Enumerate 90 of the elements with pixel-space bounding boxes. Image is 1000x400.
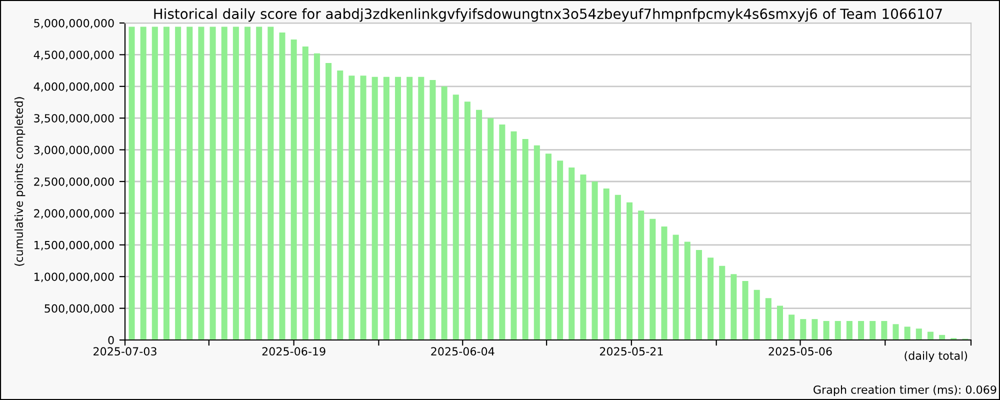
bar [916, 328, 922, 340]
bar [765, 298, 772, 340]
bar [430, 80, 436, 340]
bar [175, 26, 182, 340]
bar [858, 320, 864, 340]
bar [406, 76, 413, 340]
bar [638, 210, 644, 340]
bar [326, 62, 332, 340]
y-tick-label: 3,500,000,000 [34, 114, 114, 124]
bar [812, 319, 818, 340]
bar [580, 174, 586, 340]
bar [186, 26, 193, 340]
bar [568, 168, 575, 340]
bar [592, 182, 598, 340]
bar [892, 324, 899, 340]
bar [476, 110, 482, 340]
bar [163, 26, 170, 340]
bar [510, 131, 517, 340]
bar [788, 314, 795, 340]
y-axis-title: (cumulative points completed) [14, 97, 26, 266]
bar [302, 46, 308, 340]
bar [268, 26, 274, 340]
bar [210, 26, 216, 340]
bar [152, 26, 158, 340]
x-tick-label: 2025-06-04 [431, 347, 494, 356]
text: Graph creation timer (ms): 0.069 [814, 385, 996, 396]
bar [650, 218, 656, 340]
bar [198, 26, 204, 340]
bar [290, 39, 297, 340]
bar [661, 226, 668, 340]
bar [776, 306, 784, 340]
x-tick-label: 2025-05-21 [600, 347, 663, 356]
bar [800, 319, 806, 340]
bar [522, 139, 528, 340]
bar [754, 290, 760, 340]
bar [232, 26, 239, 340]
bar [719, 266, 726, 340]
y-tick-label: 0 [108, 336, 114, 344]
bar [244, 26, 251, 340]
bar [614, 194, 621, 340]
y-tick-label: 1,500,000,000 [34, 240, 114, 250]
bar [464, 102, 470, 340]
bar [904, 326, 910, 340]
bar [742, 281, 748, 340]
bar [499, 124, 506, 340]
y-tick-label: 5,000,000,000 [34, 18, 114, 29]
bar [696, 250, 702, 340]
y-tick-label: 1,000,000,000 [34, 272, 114, 282]
bar [418, 76, 424, 340]
bar [708, 258, 714, 340]
bar [557, 160, 564, 340]
bar [730, 274, 737, 340]
bar [314, 53, 320, 340]
y-tick-label: 3,000,000,000 [34, 146, 114, 156]
bar [834, 320, 841, 340]
bar [927, 332, 934, 340]
chart-title: Historical daily score for aabdj3zdkenlinkgvfyifsdowungtnx3o54zbeyuf7hmpnfpcmyk4s6smxyj6 of Team 1066107 [154, 8, 942, 22]
y-tick-label: 4,000,000,000 [34, 82, 114, 92]
y-tick-label: 4,500,000,000 [34, 50, 114, 60]
bar [823, 320, 830, 340]
bar [279, 32, 286, 340]
y-tick-label: 2,500,000,000 [34, 177, 114, 188]
bar [348, 76, 355, 340]
bar [846, 320, 852, 340]
x-tick-label: 2025-07-03 [94, 347, 156, 356]
bar [534, 145, 540, 340]
bar [360, 76, 366, 340]
bar [221, 26, 228, 340]
bar [545, 154, 552, 340]
bar [337, 70, 344, 340]
bar [256, 26, 262, 340]
text: (daily total) [904, 351, 968, 362]
bar [394, 76, 402, 340]
bar [452, 94, 459, 340]
x-tick-label: 2025-05-06 [768, 347, 832, 356]
bar [383, 76, 390, 340]
bar [372, 76, 378, 340]
bar [881, 320, 888, 340]
y-tick-label: 2,000,000,000 [34, 209, 114, 219]
bar [603, 188, 610, 340]
bar [684, 242, 690, 340]
bar [128, 26, 135, 340]
bar [626, 202, 633, 340]
bar [140, 26, 146, 340]
x-tick-label: 2025-06-19 [262, 347, 326, 356]
bar [441, 86, 448, 340]
bar [870, 320, 876, 340]
bar [672, 234, 679, 340]
y-tick-label: 500,000,000 [44, 304, 114, 314]
bar [488, 118, 494, 340]
